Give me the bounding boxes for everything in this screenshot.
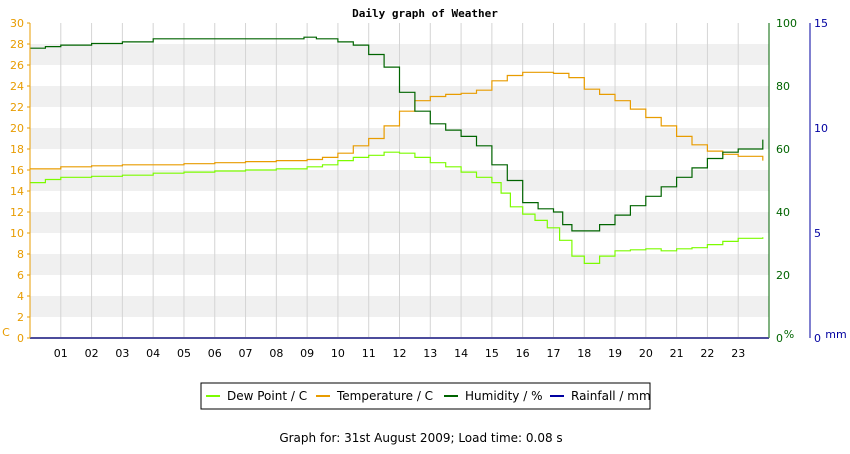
tick-label-hour: 02	[85, 347, 99, 360]
tick-label-temperature: 4	[17, 290, 24, 303]
tick-label-humidity: 40	[776, 206, 790, 219]
tick-label-temperature: 18	[10, 143, 24, 156]
tick-label-temperature: 0	[17, 332, 24, 345]
tick-label-hour: 23	[731, 347, 745, 360]
tick-label-hour: 11	[362, 347, 376, 360]
series-line-temperature	[30, 71, 764, 170]
tick-label-humidity: 100	[776, 17, 797, 30]
tick-label-temperature: 26	[10, 59, 24, 72]
tick-label-hour: 15	[485, 347, 499, 360]
tick-label-hour: 18	[577, 347, 591, 360]
tick-label-hour: 06	[208, 347, 222, 360]
tick-label-temperature: 2	[17, 311, 24, 324]
tick-label-rainfall: 0	[814, 332, 821, 345]
tick-label-hour: 21	[670, 347, 684, 360]
unit-label-rainfall: mm	[825, 328, 846, 341]
unit-label-humidity: %	[784, 328, 794, 341]
tick-label-hour: 07	[239, 347, 253, 360]
tick-label-temperature: 14	[10, 185, 24, 198]
tick-label-rainfall: 5	[814, 227, 821, 240]
tick-label-temperature: 28	[10, 38, 24, 51]
legend: Dew Point / C Temperature / C Humidity /…	[200, 382, 651, 410]
tick-label-hour: 05	[177, 347, 191, 360]
tick-label-temperature: 22	[10, 101, 24, 114]
series-line-dew-point	[30, 151, 764, 264]
tick-label-hour: 22	[700, 347, 714, 360]
legend-label-humidity: Humidity / %	[465, 389, 542, 403]
tick-label-hour: 12	[393, 347, 407, 360]
tick-label-hour: 09	[300, 347, 314, 360]
tick-label-temperature: 24	[10, 80, 24, 93]
chart-title: Daily graph of Weather	[352, 7, 498, 20]
tick-label-temperature: 8	[17, 248, 24, 261]
tick-label-hour: 19	[608, 347, 622, 360]
tick-label-temperature: 30	[10, 17, 24, 30]
tick-label-hour: 17	[546, 347, 560, 360]
tick-label-temperature: 12	[10, 206, 24, 219]
series-line-humidity	[30, 36, 764, 232]
tick-label-rainfall: 15	[814, 17, 828, 30]
tick-label-humidity: 0	[776, 332, 783, 345]
tick-label-temperature: 10	[10, 227, 24, 240]
legend-label-rainfall: Rainfall / mm	[571, 389, 651, 403]
legend-label-dew-point: Dew Point / C	[227, 389, 307, 403]
tick-label-hour: 08	[269, 347, 283, 360]
tick-label-hour: 10	[331, 347, 345, 360]
tick-label-humidity: 80	[776, 80, 790, 93]
tick-label-hour: 04	[146, 347, 160, 360]
unit-label-temperature: C	[2, 326, 10, 339]
tick-label-hour: 13	[423, 347, 437, 360]
tick-label-temperature: 20	[10, 122, 24, 135]
tick-label-humidity: 60	[776, 143, 790, 156]
tick-label-rainfall: 10	[814, 122, 828, 135]
tick-label-hour: 16	[516, 347, 530, 360]
tick-label-hour: 01	[54, 347, 68, 360]
tick-label-hour: 03	[115, 347, 129, 360]
tick-label-hour: 14	[454, 347, 468, 360]
graph-footer: Graph for: 31st August 2009; Load time: …	[279, 431, 562, 445]
legend-label-temperature: Temperature / C	[336, 389, 433, 403]
tick-label-temperature: 16	[10, 164, 24, 177]
tick-label-humidity: 20	[776, 269, 790, 282]
tick-label-temperature: 6	[17, 269, 24, 282]
tick-label-hour: 20	[639, 347, 653, 360]
